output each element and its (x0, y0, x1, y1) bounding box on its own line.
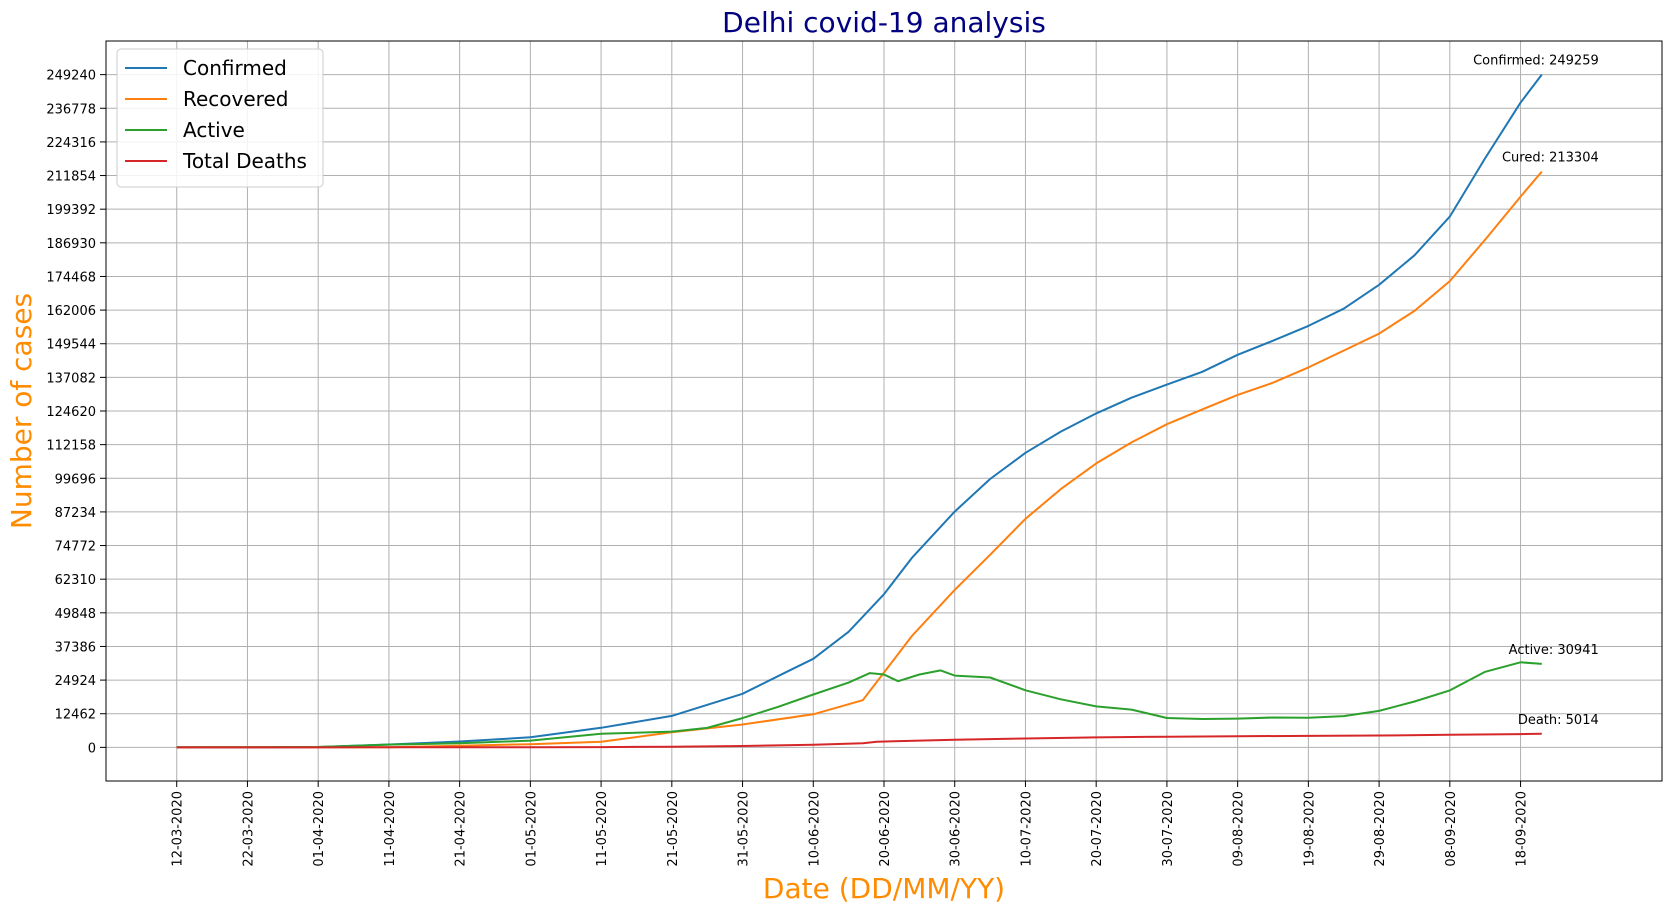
x-tick-label: 20-07-2020 (1090, 791, 1105, 867)
x-tick-label: 12-03-2020 (171, 791, 186, 867)
series-line-total-deaths (176, 732, 1542, 749)
x-tick-label: 08-09-2020 (1444, 791, 1459, 867)
x-tick-label: 18-09-2020 (1515, 791, 1530, 867)
annotations: Confirmed: 249259 Cured: 213304 Active: 30… (1473, 54, 1599, 728)
x-tick-label: 19-08-2020 (1302, 791, 1317, 867)
x-tick-label: 21-04-2020 (454, 791, 469, 867)
legend-label-total-deaths: Total Deaths (182, 149, 307, 173)
x-tick-label: 09-08-2020 (1232, 791, 1247, 867)
y-tick-label: 162006 (46, 304, 96, 319)
data-annotation: Cured: 213304 (1502, 151, 1599, 166)
x-tick-label: 29-08-2020 (1373, 791, 1388, 867)
x-tick-label: 11-04-2020 (383, 791, 398, 867)
legend-label-recovered: Recovered (183, 87, 288, 111)
x-tick-label: 30-06-2020 (949, 791, 964, 867)
x-tick-label: 20-06-2020 (878, 791, 893, 867)
x-tick-label: 21-05-2020 (666, 791, 681, 867)
y-tick-label: 62310 (55, 573, 96, 588)
grid (106, 41, 1662, 781)
y-tick-label: 236778 (46, 102, 96, 117)
y-tick-label: 24924 (55, 674, 96, 689)
data-annotation: Confirmed: 249259 (1473, 54, 1599, 69)
y-tick-label: 174468 (46, 270, 96, 285)
y-tick-label: 112158 (46, 439, 96, 454)
y-tick-label: 37386 (55, 640, 96, 655)
x-axis: 12-03-2020 22-03-2020 01-04-2020 11-04-2020… (171, 781, 1530, 867)
x-tick-label: 31-05-2020 (737, 791, 752, 867)
x-tick-label: 10-06-2020 (807, 791, 822, 867)
legend: Confirmed Recovered Active Total Deaths (116, 48, 324, 188)
y-tick-label: 186930 (46, 237, 96, 252)
x-tick-label: 30-07-2020 (1161, 791, 1176, 867)
y-tick-label: 99696 (55, 472, 96, 487)
series-line-confirmed (176, 73, 1543, 749)
y-tick-label: 0 (88, 741, 96, 756)
legend-label-confirmed: Confirmed (183, 56, 287, 80)
y-tick-label: 124620 (46, 405, 96, 420)
y-tick-label: 137082 (46, 371, 96, 386)
series-line-recovered (176, 170, 1543, 749)
y-axis: 0 12462 24924 37386 49848 62310 74772 87234 9969… (46, 69, 106, 756)
y-tick-label: 211854 (46, 170, 96, 185)
y-axis-label: Number of cases (5, 293, 38, 529)
y-tick-label: 87234 (55, 506, 96, 521)
y-tick-label: 12462 (55, 708, 96, 723)
y-tick-label: 224316 (46, 136, 96, 151)
x-tick-label: 01-05-2020 (524, 791, 539, 867)
chart-title: Delhi covid-19 analysis (722, 6, 1046, 39)
y-tick-label: 74772 (55, 540, 96, 555)
series-line-active (176, 661, 1542, 749)
data-annotation: Death: 5014 (1518, 713, 1599, 728)
x-tick-label: 10-07-2020 (1019, 791, 1034, 867)
legend-box (116, 48, 324, 188)
x-tick-label: 01-04-2020 (312, 791, 327, 867)
data-annotation: Active: 30941 (1509, 643, 1599, 658)
x-tick-label: 22-03-2020 (241, 791, 256, 867)
x-axis-label: Date (DD/MM/YY) (763, 872, 1005, 905)
y-tick-label: 199392 (46, 203, 96, 218)
y-tick-label: 249240 (46, 69, 96, 84)
series-group (176, 73, 1543, 749)
y-tick-label: 49848 (55, 607, 96, 622)
y-tick-label: 149544 (46, 338, 96, 353)
x-tick-label: 11-05-2020 (595, 791, 610, 867)
legend-label-active: Active (183, 118, 245, 142)
